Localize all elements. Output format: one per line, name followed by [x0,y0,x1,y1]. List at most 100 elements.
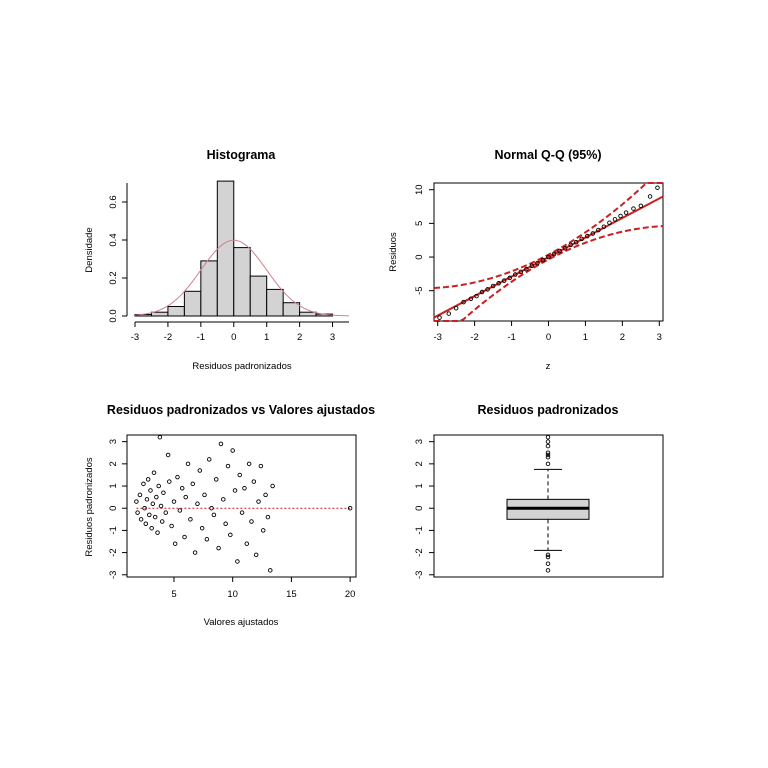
scatter-point [137,492,143,498]
qq-point [631,206,636,211]
x-tick-label: 0 [546,332,551,343]
scatter-point [218,441,224,447]
qq-point [647,194,653,199]
scatter-point [268,568,273,573]
y-tick-label: 0 [414,506,425,511]
y-tick-label: -3 [414,571,425,579]
scatter-point [223,521,228,527]
scatter-point [225,463,231,469]
histogram-bars [134,180,334,317]
histogram-y-ticks: 0.0 0.2 0.4 0.6 [108,195,127,323]
qq-point [446,311,452,316]
y-tick-label: 3 [108,439,119,444]
qq-point [618,213,623,219]
histogram-x-ticks: -3 -2 -1 0 1 2 3 [131,322,335,343]
qq-point [596,227,601,233]
qq-point [453,305,459,311]
scatter-point [246,461,252,467]
scatter-point [159,519,165,524]
qq-point [507,275,512,281]
qq-panel: Normal Q-Q (95%) -3 -2 -1 0 1 2 3 -5 0 5 10 z Res… [388,148,664,372]
y-tick-label: 0.4 [108,233,119,246]
y-tick-label: 3 [414,439,425,444]
scatter-point [175,474,180,480]
x-tick-label: 2 [297,332,302,343]
scatter-point [148,488,153,493]
scatter-point [161,490,166,495]
y-tick-label: 2 [108,461,119,466]
y-tick-label: -5 [414,286,425,294]
outlier-point [545,443,551,449]
scatter-point [143,521,149,527]
qq-point [479,289,485,295]
scatter-point [249,519,254,524]
qq-point [557,248,562,254]
qq-point [437,315,442,320]
scatter-point [163,510,169,515]
scatter-y-ticks: -3 -2 -1 0 1 2 3 [108,439,127,579]
scatter-point [270,483,275,489]
scatter-point [263,492,268,498]
scatter-point [239,510,245,515]
scatter-point [142,505,147,511]
scatter-point [149,525,154,531]
scatter-point [242,486,247,491]
qq-point [490,283,496,289]
histogram-bar [200,260,218,317]
qq-point [579,236,584,242]
scatter-point [211,512,217,518]
qq-y-ticks: -5 0 5 10 [414,184,434,295]
x-tick-label: -1 [197,332,205,343]
scatter-point [134,499,139,504]
scatter-point [169,523,174,529]
y-tick-label: -2 [108,548,119,556]
boxplot-title: Residuos padronizados [478,403,619,417]
x-tick-label: -1 [507,332,515,343]
qq-point [573,239,579,245]
scatter-point [216,545,221,551]
x-tick-label: 1 [583,332,588,343]
y-tick-label: -1 [414,526,425,534]
scatter-point [150,501,156,507]
qq-point [601,224,607,230]
outlier-point [545,434,551,440]
scatter-point [253,552,259,558]
scatter-point [183,494,188,500]
scatter-point [258,463,264,469]
scatter-point [144,497,150,502]
qq-point [501,278,507,283]
scatter-point [138,517,144,522]
qq-y-label: Residuos [388,232,399,272]
y-tick-label: -2 [414,548,425,556]
scatter-point [182,534,187,540]
qq-point [518,269,524,275]
scatter-point [156,483,161,489]
histogram-x-label: Residuos padronizados [192,361,292,372]
qq-point [485,287,490,292]
scatter-point [165,452,171,458]
scatter-point [237,472,242,478]
qq-point [496,281,501,286]
x-tick-label: -2 [470,332,478,343]
scatter-point [221,497,226,502]
x-tick-label: 2 [620,332,625,343]
scatter-point [251,479,257,484]
x-tick-label: 1 [264,332,269,343]
histogram-bar [266,288,284,317]
scatter-y-label: Residuos padronizados [84,457,95,557]
qq-point [529,263,535,269]
qq-point [590,231,596,236]
scatter-point [195,501,200,507]
scatter-point [244,541,250,546]
boxplot-outliers [545,434,551,573]
histogram-bar [150,311,169,317]
scatter-point [151,470,157,475]
histogram-bar [233,247,251,317]
scatter-point [202,492,207,498]
histogram-bar [216,180,235,317]
scatter-point [135,510,140,515]
scatter-point [197,468,203,473]
x-tick-label: -3 [131,332,139,343]
histogram-y-label: Densidade [84,227,95,272]
x-tick-label: 3 [330,332,335,343]
